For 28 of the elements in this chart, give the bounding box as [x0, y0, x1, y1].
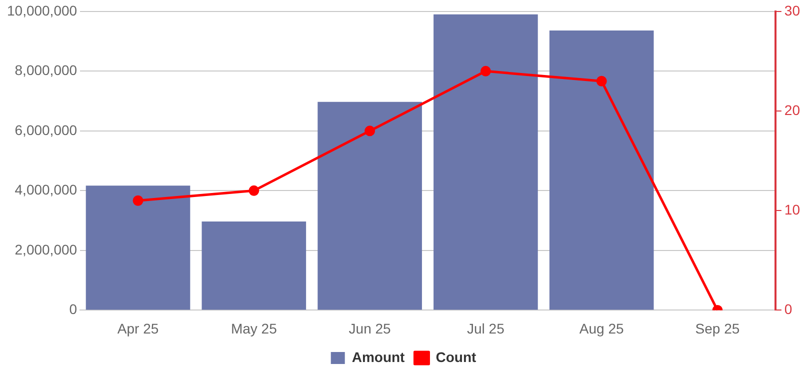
y-tick-label: 6,000,000 [14, 122, 78, 138]
legend-label: Count [436, 348, 476, 365]
x-tick-label: Apr 25 [117, 320, 159, 336]
bar [202, 221, 306, 310]
y2-tick-label: 0 [784, 301, 792, 318]
point [480, 66, 491, 76]
point [364, 126, 376, 136]
bar [318, 102, 422, 310]
y2-tick-label: 20 [784, 102, 800, 118]
x-tick-label: Aug 25 [579, 320, 624, 336]
point [132, 195, 144, 206]
x-tick-label: May 25 [230, 320, 278, 336]
point [248, 185, 260, 196]
y-tick-label: 4,000,000 [14, 182, 78, 198]
y2-tick-label: 30 [784, 2, 800, 18]
y-tick-label: 10,000,000 [6, 2, 78, 18]
x-tick-label: Jul 25 [467, 320, 505, 336]
legend-label: Amount [352, 348, 406, 365]
y-tick-label: 0 [69, 301, 78, 318]
bar [86, 186, 190, 310]
bar [549, 30, 654, 310]
x-tick-label: Sep 25 [695, 320, 740, 336]
y-tick-label: 2,000,000 [14, 241, 78, 258]
y2-tick-label: 10 [784, 201, 800, 218]
x-tick-label: Jun 25 [348, 320, 392, 336]
bar [434, 14, 538, 310]
point [596, 76, 607, 86]
y-tick-label: 8,000,000 [14, 62, 78, 78]
